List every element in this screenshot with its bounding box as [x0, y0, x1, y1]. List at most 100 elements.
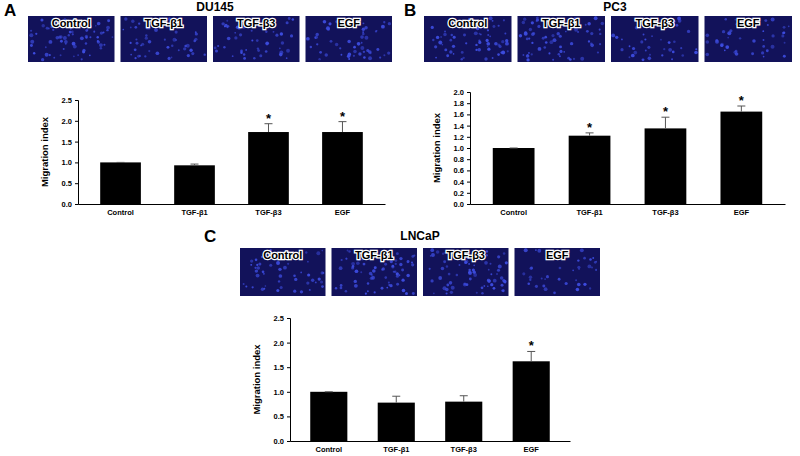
nucleus — [250, 264, 252, 266]
nucleus — [369, 272, 373, 276]
tick-label: 0.0 — [454, 200, 464, 209]
nucleus — [706, 34, 710, 38]
tick: 0.5 — [62, 179, 78, 188]
micrograph — [705, 16, 793, 62]
tick: EGF — [523, 441, 539, 454]
tick-mark — [467, 159, 470, 160]
tick: 0.0 — [454, 200, 470, 209]
nucleus — [589, 258, 592, 261]
nucleus — [48, 27, 50, 29]
axis-line — [471, 204, 786, 205]
title: PC3 — [603, 0, 627, 14]
nucleus — [456, 274, 459, 277]
nucleus — [406, 274, 409, 277]
nucleus — [316, 251, 320, 255]
nucleus — [487, 48, 490, 51]
nucleus — [85, 35, 88, 38]
nucleus — [300, 272, 302, 274]
micrograph — [213, 16, 300, 62]
nucleus — [395, 263, 397, 265]
nucleus — [586, 30, 589, 33]
nucleus — [72, 42, 76, 46]
nucleus — [140, 45, 142, 47]
nucleus — [771, 17, 775, 21]
nucleus — [486, 42, 490, 46]
nucleus — [363, 56, 366, 59]
nucleus — [527, 282, 530, 285]
micrograph-background — [306, 16, 393, 62]
tick-mark — [75, 100, 78, 101]
nucleus — [278, 280, 280, 282]
error-bar-stem — [396, 396, 397, 402]
nucleus — [451, 34, 453, 36]
micrograph — [28, 16, 115, 62]
nucleus — [323, 20, 327, 24]
nucleus — [112, 36, 114, 38]
nucleus — [565, 31, 567, 33]
nucleus — [35, 33, 37, 35]
tick: 1.0 — [274, 388, 290, 397]
tick-mark — [467, 137, 470, 138]
nucleus — [497, 269, 500, 272]
nucleus — [254, 267, 256, 269]
nucleus — [458, 264, 460, 266]
panel-label: B — [404, 1, 416, 20]
nucleus — [648, 56, 652, 60]
nucleus — [676, 24, 679, 27]
micrograph-background — [121, 16, 208, 62]
nucleus — [615, 36, 618, 39]
tick: Control — [107, 204, 134, 217]
tick-label: 2.5 — [274, 314, 284, 323]
nucleus — [134, 26, 137, 29]
nucleus — [53, 57, 55, 59]
nucleus — [252, 286, 254, 288]
nucleus — [393, 271, 395, 273]
nucleus — [599, 43, 601, 45]
nucleus — [106, 26, 110, 30]
tick: TGF-β1 — [181, 204, 207, 217]
nucleus — [374, 291, 376, 293]
nucleus — [345, 290, 348, 293]
nucleus — [362, 31, 364, 33]
nucleus — [444, 48, 447, 51]
nucleus — [330, 40, 333, 43]
panel-label: C — [204, 227, 216, 246]
nucleus — [580, 248, 584, 252]
nucleus — [524, 32, 528, 36]
nucleus — [477, 48, 481, 52]
x-axis: ControlTGF-β1TGF-β3EGF — [79, 204, 386, 217]
nucleus — [387, 51, 390, 54]
nucleus — [531, 21, 534, 24]
nucleus — [265, 285, 267, 287]
nucleus — [558, 278, 561, 281]
nucleus — [441, 44, 443, 46]
nucleus — [752, 39, 756, 43]
nucleus — [130, 42, 132, 44]
tick: 1.2 — [454, 133, 470, 142]
nucleus — [492, 25, 495, 28]
nucleus — [384, 263, 387, 266]
nucleus — [673, 40, 676, 43]
nucleus — [356, 261, 360, 265]
nucleus — [573, 58, 575, 60]
nucleus — [649, 54, 651, 56]
nucleus — [559, 45, 562, 48]
nucleus — [134, 57, 136, 59]
tick: 1.0 — [62, 158, 78, 167]
nucleus — [363, 51, 365, 53]
nucleus — [366, 49, 369, 52]
nucleus — [535, 285, 538, 288]
nucleus — [348, 250, 350, 252]
nucleus — [468, 271, 472, 275]
nucleus — [279, 50, 283, 54]
tick-mark — [75, 142, 78, 143]
error-bar — [460, 396, 468, 402]
image-label: EGF — [337, 17, 360, 29]
nucleus — [130, 54, 132, 56]
tick-label: 2.5 — [62, 96, 72, 105]
nucleus — [590, 44, 594, 48]
nucleus — [485, 254, 487, 256]
nucleus — [171, 44, 174, 47]
nucleus — [474, 31, 478, 35]
nucleus — [522, 272, 525, 275]
